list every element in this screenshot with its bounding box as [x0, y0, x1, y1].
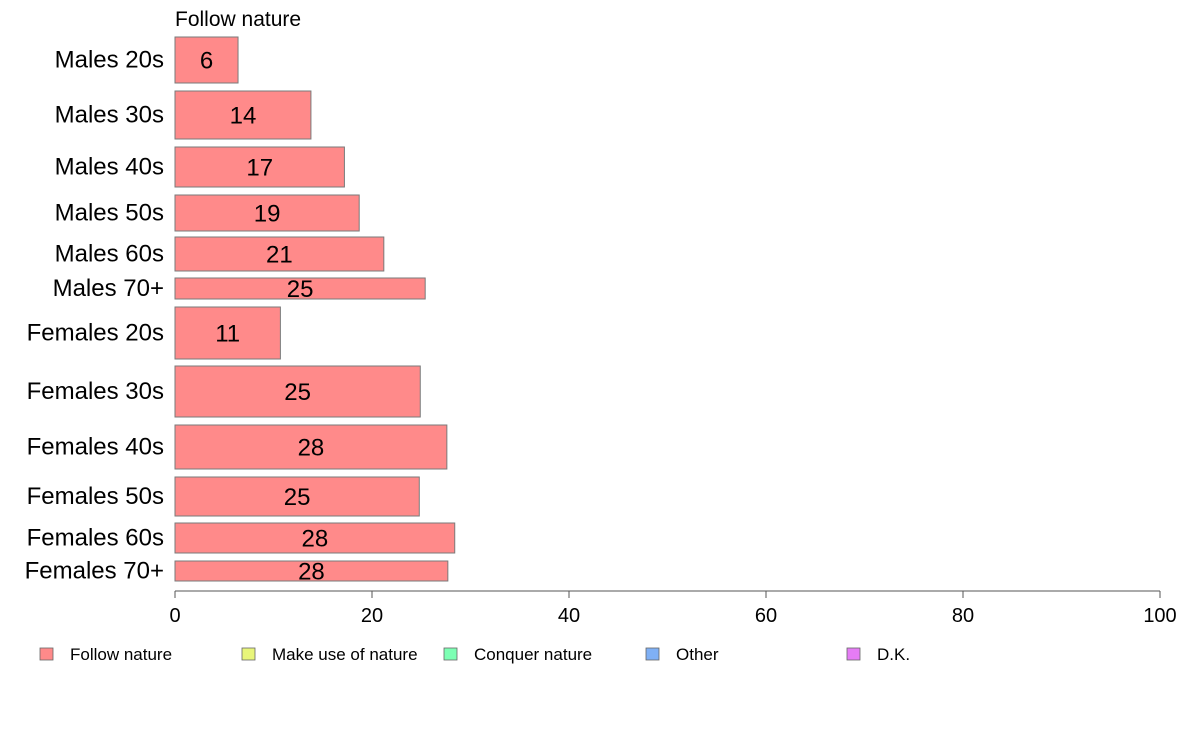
bar [174, 522, 456, 554]
category-label: Females 30s [27, 378, 164, 405]
bar-value-label: 6 [200, 48, 213, 75]
legend-swatch [846, 647, 861, 661]
legend-label: D.K. [877, 645, 910, 664]
bar-value-label: 19 [254, 201, 281, 228]
bar-value-label: 28 [298, 559, 325, 586]
category-label: Females 40s [27, 434, 164, 461]
x-tick-label: 80 [952, 605, 974, 627]
x-tick-label: 0 [169, 605, 180, 627]
bar-value-label: 17 [246, 155, 273, 182]
x-tick-label: 60 [755, 605, 777, 627]
legend-label: Other [676, 645, 719, 664]
bar [174, 277, 426, 300]
category-label: Males 70+ [53, 275, 164, 302]
bar-value-label: 14 [230, 103, 257, 130]
category-label: Females 50s [27, 483, 164, 510]
legend-swatch [443, 647, 458, 661]
x-tick-label: 20 [361, 605, 383, 627]
category-label: Females 20s [27, 320, 164, 347]
bar [174, 146, 345, 188]
x-axis: 0 20 40 60 80 100 [169, 590, 1177, 627]
bar [174, 306, 281, 360]
category-label: Males 30s [55, 102, 164, 129]
bar [174, 424, 448, 470]
legend-label: Follow nature [70, 645, 172, 664]
chart-title: Follow nature [175, 8, 301, 31]
bars-layer: Males 20s 6 Males 30s 14 Males 40s 17 Males 50… [25, 36, 456, 586]
legend-swatch [241, 647, 256, 661]
bar [174, 194, 360, 232]
bar-value-label: 25 [287, 276, 314, 303]
bar-value-label: 28 [302, 526, 329, 553]
bar [174, 560, 449, 582]
bar [174, 236, 385, 272]
x-tick-label: 40 [558, 605, 580, 627]
category-label: Males 20s [55, 47, 164, 74]
category-label: Males 50s [55, 200, 164, 227]
category-label: Males 40s [55, 154, 164, 181]
legend-swatch [39, 647, 54, 661]
legend-swatch [645, 647, 660, 661]
x-tick-label: 100 [1143, 605, 1176, 627]
legend-label: Conquer nature [474, 645, 592, 664]
category-label: Females 70+ [25, 558, 164, 585]
bar-value-label: 21 [266, 242, 293, 269]
legend-label: Make use of nature [272, 645, 418, 664]
legend: Follow nature Make use of nature Conquer n… [39, 645, 910, 664]
bar-value-label: 25 [284, 379, 311, 406]
bar-value-label: 28 [298, 435, 325, 462]
category-label: Females 60s [27, 525, 164, 552]
bar [174, 36, 239, 84]
bar-value-label: 11 [215, 321, 240, 348]
bar-value-label: 25 [284, 484, 311, 511]
bar [174, 365, 421, 418]
category-label: Males 60s [55, 241, 164, 268]
bar [174, 90, 312, 140]
bar [174, 476, 420, 517]
